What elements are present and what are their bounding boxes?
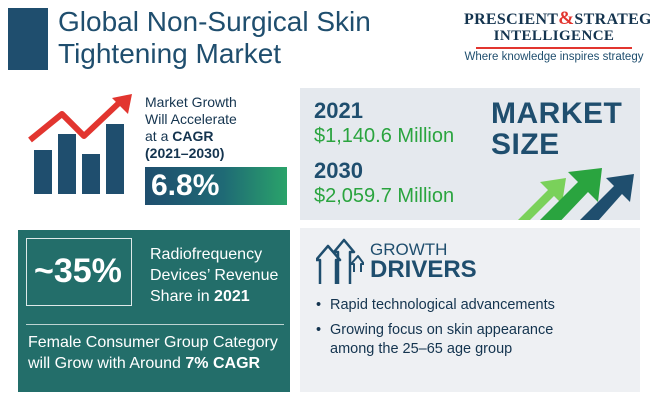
- market-size-title-line-2: SIZE: [491, 128, 560, 161]
- rf-share-percent: ~35%: [34, 252, 122, 290]
- title-line-1: Global Non-Surgical Skin: [58, 6, 371, 37]
- revenue-share-panel: [18, 230, 290, 392]
- market-size-title: MARKET SIZE: [491, 98, 622, 160]
- rf-line-2: Devices’ Revenue: [150, 267, 279, 284]
- arrow-navy: [580, 174, 634, 220]
- rf-line-1: Radiofrequency: [150, 246, 263, 263]
- growth-description: Market Growth Will Accelerate at a CAGR …: [145, 94, 237, 162]
- growth-arrows-icon: [316, 238, 364, 284]
- company-logo: PRESCIENT&STRATEGIC INTELLIGENCE Where k…: [464, 8, 650, 63]
- rf-line-3: Share in 2021: [150, 286, 278, 307]
- icon-bar-2: [58, 134, 76, 194]
- rf-share-description: Radiofrequency Devices’ Revenue Share in…: [150, 244, 278, 307]
- drivers-title-line-2: DRIVERS: [370, 256, 477, 283]
- growth-line-3: at a CAGR: [145, 128, 237, 145]
- title-accent-block: [8, 8, 48, 70]
- growth-period: (2021–2030): [145, 145, 225, 161]
- logo-line-1: PRESCIENT&STRATEGIC: [464, 8, 650, 30]
- driver-item-line-1: Rapid technological advancements: [330, 297, 555, 313]
- market-year-2030: 2030: [314, 158, 363, 183]
- female-line-2: will Grow with Around 7% CAGR: [28, 353, 278, 374]
- driver-item-line-1: Growing focus on skin appearance: [330, 322, 554, 338]
- arrow-light-green: [518, 178, 566, 220]
- female-line-2-prefix: will Grow with Around: [28, 355, 186, 372]
- icon-bar-4: [106, 124, 124, 194]
- growth-line-2: Will Accelerate: [145, 111, 237, 127]
- growth-chart-icon: [28, 94, 132, 194]
- title-line-2: Tightening Market: [58, 38, 282, 69]
- growth-line-3-prefix: at a: [145, 128, 173, 144]
- page-title: Global Non-Surgical Skin Tightening Mark…: [58, 6, 371, 70]
- market-year-2021: 2021: [314, 98, 363, 123]
- share-divider: [26, 324, 284, 325]
- growth-line-1: Market Growth: [145, 94, 237, 110]
- drivers-title-line-1: GROWTH: [370, 240, 448, 259]
- female-line-1: Female Consumer Group Category: [28, 334, 278, 351]
- drivers-list: Rapid technological advancements Growing…: [312, 296, 555, 365]
- upward-arrows-icon: [518, 168, 634, 220]
- market-value-2021: $1,140.6 Million: [314, 125, 455, 147]
- market-size-title-line-1: MARKET: [491, 97, 623, 130]
- icon-trend-line: [28, 99, 123, 143]
- logo-ampersand: &: [558, 8, 575, 29]
- driver-item: Growing focus on skin appearance among t…: [312, 321, 555, 359]
- growth-line-3-cagr: CAGR: [172, 128, 214, 144]
- logo-line-2: INTELLIGENCE: [493, 28, 615, 44]
- rf-year: 2021: [214, 288, 250, 305]
- logo-divider: [476, 47, 632, 49]
- logo-tagline: Where knowledge inspires strategy: [464, 51, 644, 63]
- icon-trend-arrowhead: [112, 94, 132, 114]
- icon-bar-3: [82, 154, 100, 194]
- cagr-value-badge: 6.8%: [145, 167, 287, 205]
- arrow-green: [540, 168, 602, 220]
- logo-word-strategic: STRATEGIC: [574, 11, 650, 28]
- percent-frame: [26, 238, 132, 306]
- rf-line-3-prefix: Share in: [150, 288, 215, 305]
- female-cagr: 7% CAGR: [185, 355, 261, 372]
- driver-item-line-2: among the 25–65 age group: [330, 341, 513, 357]
- market-value-2030: $2,059.7 Million: [314, 185, 455, 207]
- market-size-panel: 2021 $1,140.6 Million 2030 $2,059.7 Mill…: [300, 88, 640, 220]
- female-consumer-note: Female Consumer Group Category will Grow…: [28, 332, 278, 374]
- growth-line-4: (2021–2030): [145, 145, 237, 162]
- driver-item: Rapid technological advancements: [312, 296, 555, 315]
- icon-bar-1: [34, 150, 52, 194]
- logo-word-prescient: PRESCIENT: [464, 11, 559, 28]
